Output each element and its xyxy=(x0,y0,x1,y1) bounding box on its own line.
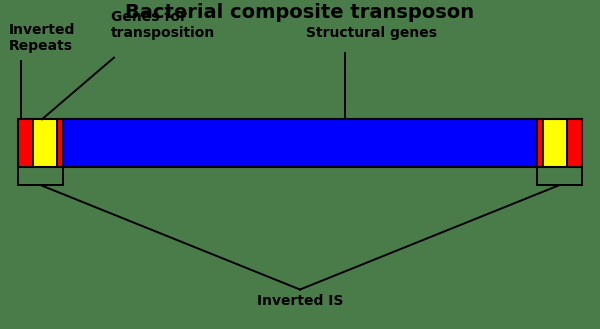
Bar xyxy=(57,119,63,167)
Bar xyxy=(63,119,537,167)
Text: Inverted
Repeats: Inverted Repeats xyxy=(9,23,76,53)
Bar xyxy=(18,119,33,167)
Bar xyxy=(537,119,543,167)
Bar xyxy=(567,119,582,167)
Text: Structural genes: Structural genes xyxy=(306,26,437,40)
Bar xyxy=(18,119,582,167)
Text: Bacterial composite transposon: Bacterial composite transposon xyxy=(125,3,475,22)
Text: Genes for
transposition: Genes for transposition xyxy=(111,10,215,40)
Bar xyxy=(33,119,57,167)
Bar xyxy=(543,119,567,167)
Text: Inverted IS: Inverted IS xyxy=(257,294,343,309)
